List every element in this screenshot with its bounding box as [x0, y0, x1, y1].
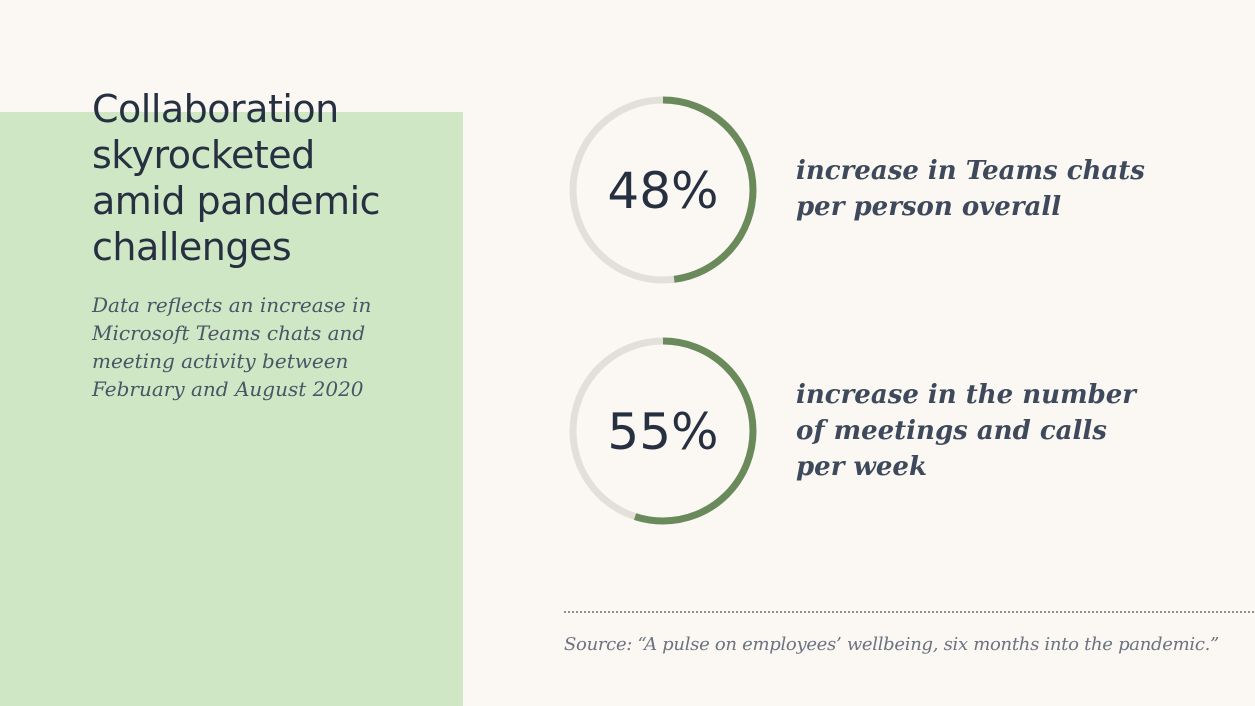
- green-background-panel: [0, 112, 463, 706]
- donut-value-chats: 48%: [607, 162, 718, 220]
- donut-arc-meetings: [569, 337, 757, 525]
- dotted-divider: [564, 611, 1254, 613]
- stat-label-meetings: increase in the number of meetings and c…: [796, 380, 1137, 482]
- donut-charts: 48% 55%: [569, 96, 757, 525]
- donut-value-meetings: 55%: [607, 403, 718, 461]
- donut-arc-chats: [569, 96, 757, 284]
- source-citation: Source: “A pulse on employees’ wellbeing…: [564, 634, 1219, 655]
- page-title: Collaboration skyrocketed amid pandemic …: [92, 87, 381, 269]
- page-subtitle: Data reflects an increase in Microsoft T…: [92, 293, 372, 401]
- stat-label-chats: increase in Teams chats per person overa…: [796, 156, 1145, 222]
